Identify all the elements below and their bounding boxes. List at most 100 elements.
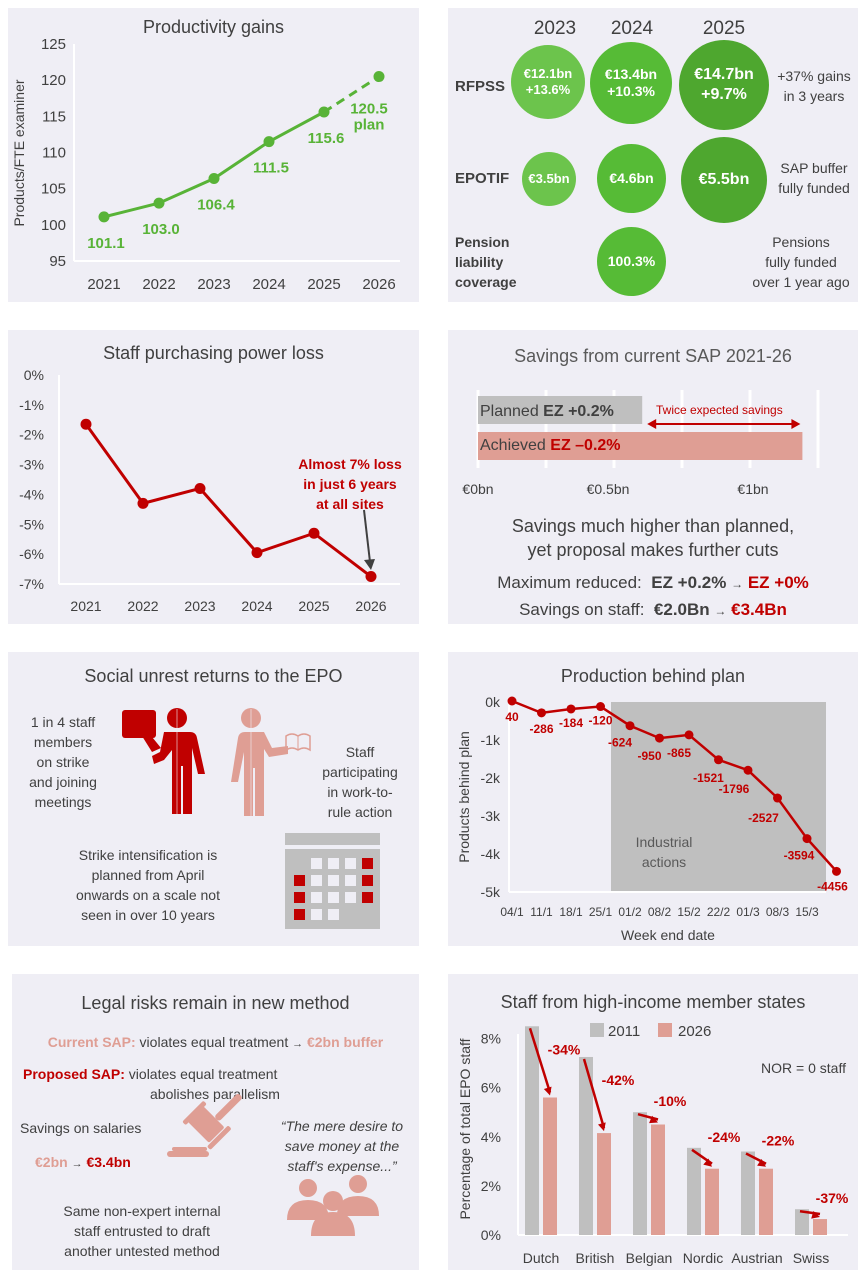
production-line [511,699,838,873]
annotation-line: in just 6 years [303,476,397,492]
shade-label: actions [642,854,686,870]
data-label: 120.5 [350,101,388,118]
production-title: Production behind plan [560,666,746,686]
legal-title: Legal risks remain in new method [81,993,350,1013]
text-line: in work-to- [327,784,393,800]
data-label: -120 [588,714,612,728]
data-label: -184 [559,716,583,730]
x-tick-label: 18/1 [559,905,583,919]
quote-line: save money at the [284,1138,400,1154]
change-arrow [528,1027,552,1093]
note-line: +37% gains [777,68,851,84]
proposed-sap-text: violates equal treatment [124,1066,278,1082]
strike-text: 1 in 4 staff members on strike and joini… [18,712,108,812]
x-tick-label: 04/1 [500,905,524,919]
y-tick-label: -1% [19,397,44,413]
max-reduced-line: Maximum reduced: EZ +0.2% → EZ +0% [448,570,858,597]
note-line: fully funded [778,180,850,196]
legend-label: 2011 [608,1023,640,1040]
y-tick-label: -2k [481,770,501,786]
intensification-text: Strike intensification is planned from A… [48,845,248,925]
text-line: onwards on a scale not [76,887,220,903]
x-tick-label: 2023 [184,598,215,614]
calendar-day [345,892,356,903]
data-label: -1521 [693,771,724,785]
change-arrow [582,1058,606,1129]
bubble-rfpss-2025: €14.7bn +9.7% [679,40,769,130]
pension-note: Pensions fully funded over 1 year ago [744,232,858,292]
x-tick-label: 2024 [252,276,285,293]
strike-day [362,875,373,886]
y-tick-label: 120 [41,72,66,89]
data-label: 103.0 [142,221,180,238]
annotation-line: Almost 7% loss [298,456,402,472]
text-line: members [33,734,93,750]
bar-2026 [813,1219,827,1235]
change-arrow [637,1113,659,1121]
x-tick-label: Belgian [626,1250,673,1266]
strike-day [362,858,373,869]
y-tick-label: 95 [49,253,66,270]
x-tick-label: 08/2 [648,905,672,919]
legend-swatch-2026 [658,1023,672,1037]
y-tick-label: -4k [481,846,501,862]
text-line: Strike intensification is [78,847,218,863]
bubble-value: €3.5bn [528,170,570,186]
proposed-sap-label: Proposed SAP: [23,1066,125,1082]
calendar-day [345,858,356,869]
note-line: Pensions [772,234,830,250]
x-tick-label: €0.5bn [587,481,630,497]
annotation-arrow [363,509,371,563]
label-line: liability [455,254,504,270]
data-point [714,755,723,765]
work-to-rule-text: Staff participating in work-to- rule act… [307,742,413,822]
data-point [365,571,377,583]
y-tick-label: -5k [481,884,501,900]
current-sap-line: Current SAP: violates equal treatment → … [12,1034,419,1050]
calendar-day [311,909,322,920]
arrow-right-icon: → [714,604,727,618]
people-group-icon [287,1175,379,1236]
y-tick-label: 6% [481,1080,501,1096]
data-label: -624 [608,736,632,750]
data-label: 101.1 [87,235,125,252]
highincome-panel: Staff from high-income member states 0% 2… [448,974,858,1270]
x-tick-label: 11/1 [530,905,553,919]
change-label: -42% [602,1072,635,1088]
y-tick-label: 100 [41,217,66,234]
arrow-label: Twice expected savings [656,403,783,417]
data-point [263,136,275,148]
bar-label-prefix: Achieved [480,437,551,454]
bubble-change: +10.3% [607,83,655,99]
non-expert-text: Same non-expert internal staff entrusted… [42,1201,242,1261]
purchasing-title: Staff purchasing power loss [103,343,324,363]
arrow-head-icon [757,1158,766,1167]
y-tick-label: 0k [485,694,501,710]
arrow-head-icon [703,1158,712,1167]
purchasing-chart: 0% -1% -2% -3% -4% -5% -6% -7% 2021 2022 2023 2024 2… [19,367,400,614]
text-line: staff entrusted to draft [74,1223,210,1239]
to-value: €3.4Bn [731,600,787,619]
savings-chart: €0bn €0.5bn €1bn [462,390,820,497]
x-tick-label: 2021 [87,276,120,293]
text-line: Staff [345,744,375,760]
strike-day [294,909,305,920]
data-point [743,765,753,775]
bar-label-prefix: Planned [480,403,544,420]
x-tick-label: 15/2 [677,905,701,919]
y-tick-label: -1k [481,732,501,748]
year-headers: 2023 2024 2025 [496,18,796,42]
label-line: coverage [455,274,517,290]
bar-2011 [525,1026,539,1235]
calendar-day [345,875,356,886]
proposed-sap-text: abolishes parallelism [150,1086,280,1102]
change-label: -22% [762,1133,795,1149]
calendar-day [311,875,322,886]
savings-message: Savings much higher than planned, yet pr… [448,514,858,562]
savings-comparison: Maximum reduced: EZ +0.2% → EZ +0% Savin… [448,570,858,624]
bubble-value: €5.5bn [698,171,750,188]
purchasing-annotation: Almost 7% loss in just 6 years at all si… [290,454,410,514]
annotation-line: at all sites [316,496,384,512]
y-tick-label: -7% [19,576,44,592]
from-value: €2.0Bn [653,600,710,619]
